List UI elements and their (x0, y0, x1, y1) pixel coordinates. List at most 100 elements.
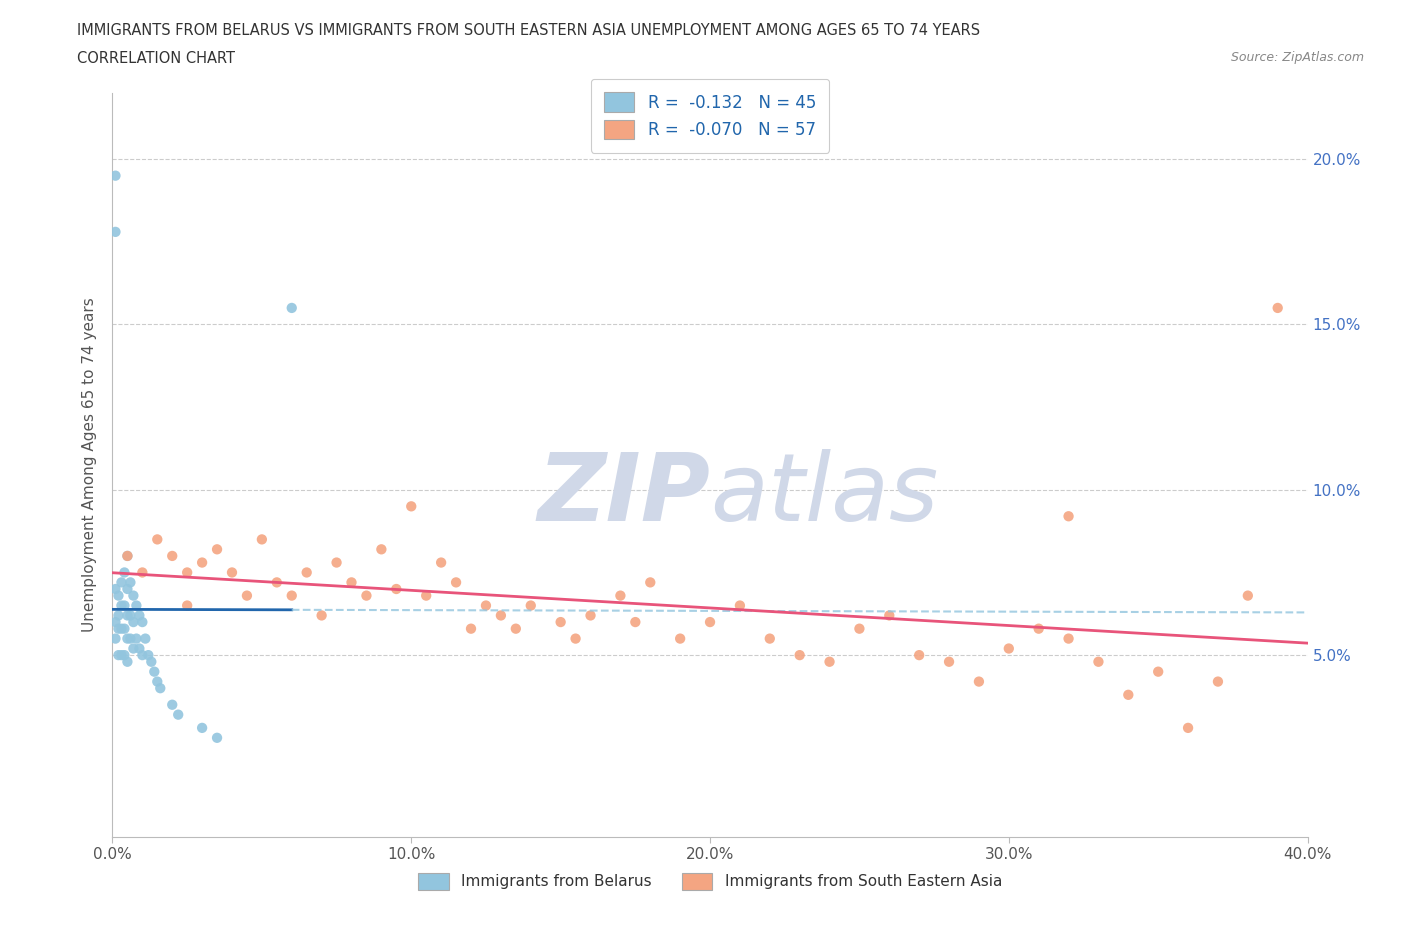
Point (107, 647, 129, 662)
Point (110, 598, 132, 613)
Point (110, 647, 132, 662)
Point (998, 641, 1021, 656)
Text: Source: ZipAtlas.com: Source: ZipAtlas.com (1230, 51, 1364, 64)
Point (107, 621, 129, 636)
Point (1057, 509, 1080, 524)
Point (110, 575, 132, 590)
Point (415, 588, 437, 603)
Point (520, 598, 543, 613)
Point (104, 631, 127, 646)
Point (141, 655, 163, 670)
Point (236, 588, 259, 603)
Point (475, 598, 498, 613)
Point (167, 707, 190, 722)
Point (122, 641, 145, 656)
Point (879, 608, 901, 623)
Point (205, 542, 228, 557)
Point (1087, 655, 1109, 670)
Point (385, 581, 408, 596)
Point (146, 674, 169, 689)
Point (104, 224, 127, 239)
Point (125, 631, 148, 646)
Point (117, 655, 139, 670)
Point (444, 575, 467, 590)
Text: ZIP: ZIP (537, 449, 710, 540)
Point (221, 565, 243, 580)
Text: IMMIGRANTS FROM BELARUS VS IMMIGRANTS FROM SOUTH EASTERN ASIA UNEMPLOYMENT AMONG: IMMIGRANTS FROM BELARUS VS IMMIGRANTS FR… (77, 23, 980, 38)
Point (250, 532, 273, 547)
Point (1118, 687, 1140, 702)
Point (104, 168, 127, 183)
Point (370, 542, 392, 557)
Point (759, 631, 782, 646)
Point (430, 555, 453, 570)
Point (114, 565, 135, 580)
Legend: Immigrants from Belarus, Immigrants from South Eastern Asia: Immigrants from Belarus, Immigrants from… (412, 867, 1008, 897)
Point (114, 621, 135, 636)
Point (114, 647, 135, 662)
Point (122, 588, 145, 603)
Point (120, 631, 142, 646)
Point (162, 698, 183, 712)
Point (908, 647, 931, 662)
Point (1177, 721, 1199, 736)
Point (489, 608, 512, 623)
Point (266, 575, 288, 590)
Point (1147, 664, 1170, 679)
Point (143, 664, 166, 679)
Point (131, 647, 153, 662)
Point (699, 615, 721, 630)
Point (295, 565, 318, 580)
Point (1206, 674, 1229, 689)
Point (1267, 300, 1289, 315)
Point (281, 300, 304, 315)
Point (325, 555, 347, 570)
Point (131, 615, 153, 630)
Point (281, 588, 304, 603)
Point (138, 647, 160, 662)
Point (789, 647, 811, 662)
Point (107, 608, 129, 623)
Point (191, 721, 214, 736)
Point (117, 549, 139, 564)
Point (128, 608, 150, 623)
Point (609, 588, 631, 603)
Point (104, 581, 127, 596)
Point (505, 621, 527, 636)
Point (117, 549, 139, 564)
Point (162, 549, 183, 564)
Point (1057, 631, 1080, 646)
Point (1237, 588, 1260, 603)
Point (340, 575, 363, 590)
Point (120, 608, 142, 623)
Point (125, 598, 148, 613)
Point (104, 615, 127, 630)
Point (146, 532, 169, 547)
Point (669, 631, 692, 646)
Point (107, 588, 129, 603)
Point (134, 631, 156, 646)
Point (114, 598, 135, 613)
Point (579, 608, 602, 623)
Point (640, 575, 662, 590)
Point (848, 621, 870, 636)
Point (938, 655, 960, 670)
Point (176, 598, 198, 613)
Point (624, 615, 647, 630)
Point (117, 631, 139, 646)
Point (564, 631, 586, 646)
Point (550, 615, 572, 630)
Point (131, 565, 153, 580)
Text: atlas: atlas (710, 449, 938, 540)
Point (110, 621, 132, 636)
Point (149, 681, 172, 696)
Point (401, 498, 423, 513)
Point (311, 608, 333, 623)
Point (205, 730, 228, 745)
Point (122, 615, 145, 630)
Point (128, 641, 150, 656)
Point (176, 565, 198, 580)
Point (117, 608, 139, 623)
Y-axis label: Unemployment Among Ages 65 to 74 years: Unemployment Among Ages 65 to 74 years (82, 298, 97, 632)
Point (191, 555, 214, 570)
